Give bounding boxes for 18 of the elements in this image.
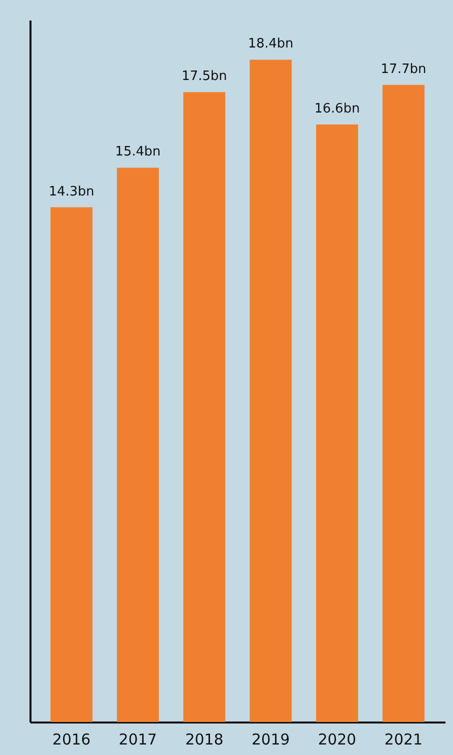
x-tick-label: 2018 [185, 730, 224, 748]
x-tick-label: 2017 [118, 730, 157, 748]
x-tick-label: 2021 [384, 730, 423, 748]
x-tick-label: 2020 [318, 730, 356, 748]
bar [183, 92, 226, 722]
data-label: 18.4bn [248, 36, 294, 52]
bar [250, 60, 292, 722]
bar [50, 207, 92, 722]
bar [116, 168, 159, 722]
data-label: 17.7bn [380, 62, 426, 77]
data-label: 17.5bn [182, 69, 228, 84]
bar [382, 84, 424, 722]
data-label: 16.6bn [314, 102, 360, 117]
data-label: 14.3bn [48, 184, 94, 200]
x-tick-label: 2019 [252, 730, 290, 748]
bar [316, 124, 358, 722]
x-tick-label: 2016 [52, 730, 91, 748]
data-label: 15.4bn [115, 144, 161, 160]
